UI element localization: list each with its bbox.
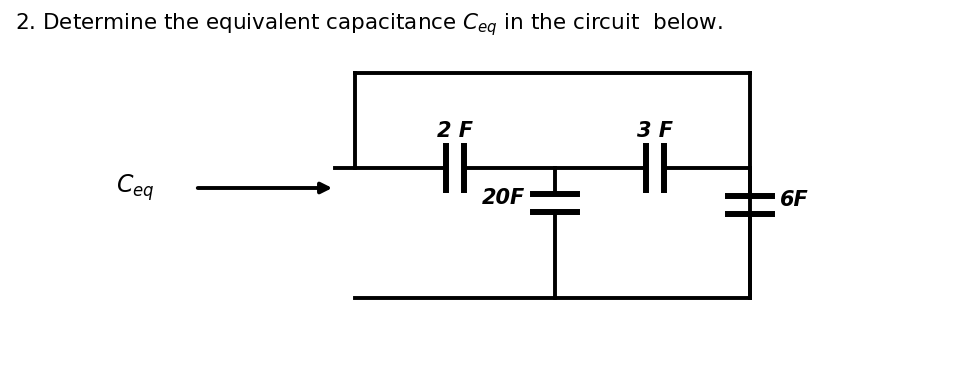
Text: $C_{eq}$: $C_{eq}$ <box>117 173 155 203</box>
Text: 3 F: 3 F <box>637 121 673 141</box>
Text: 6F: 6F <box>780 190 809 210</box>
Text: 20F: 20F <box>481 188 525 208</box>
Text: 2 F: 2 F <box>437 121 473 141</box>
Text: 2. Determine the equivalent capacitance $C_{eq}$ in the circuit  below.: 2. Determine the equivalent capacitance … <box>15 11 723 38</box>
